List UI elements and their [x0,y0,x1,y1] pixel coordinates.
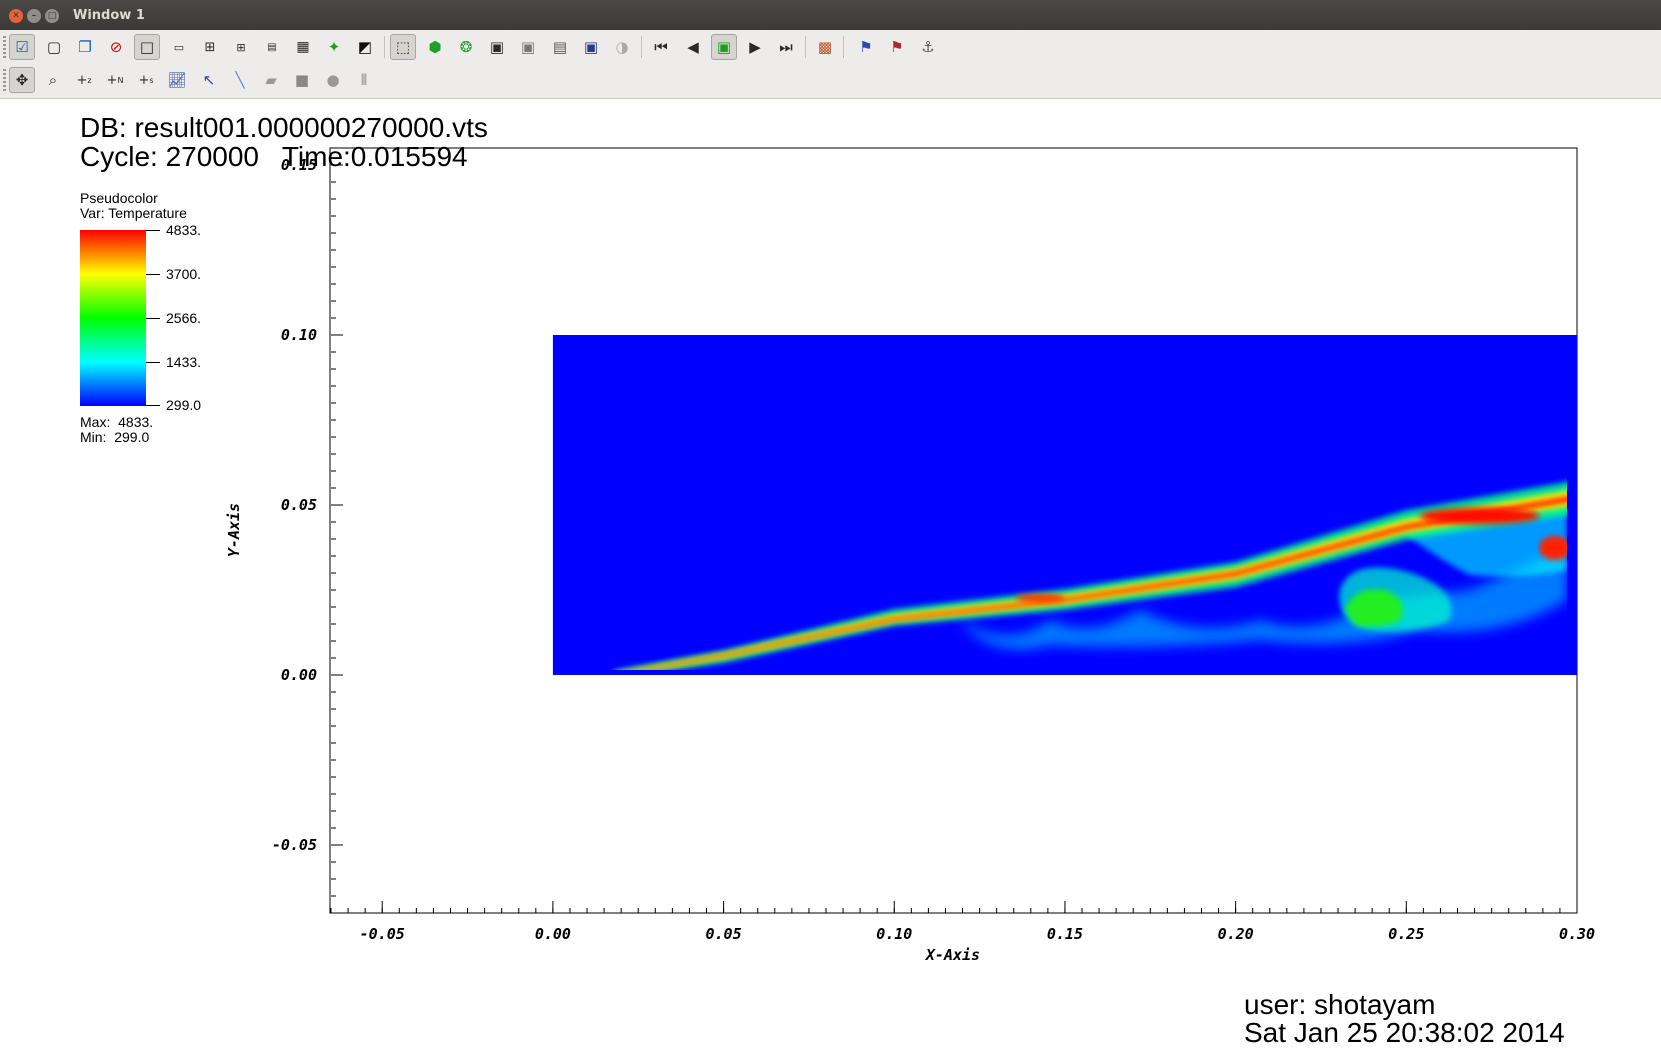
legend-tick [146,362,160,363]
lock-time-icon[interactable]: ⬢ [428,38,442,56]
x-tick-label: 0.00 [535,925,571,943]
legend-min: Min: 299.0 [80,429,150,445]
minimize-icon[interactable]: – [27,9,41,23]
main-toolbar: ☑ ▢ ❐ ⊘ □ ▭ ⊞ ⊞ ▤ ▦ ✦ ◩ ⬚ ⬢ ❂ ▣ ▣ ▤ ▣ ◑ … [0,30,1661,63]
zone-pick-icon[interactable]: + z [76,72,92,88]
maximize-icon[interactable]: □ [45,9,59,23]
perspective-cube-icon[interactable]: ⬚ [390,34,416,60]
y-tick-label: 0.15 [281,156,317,174]
line-tool-icon[interactable]: ╲ [235,71,245,89]
legend-plot-type: Pseudocolor [80,190,158,206]
title-bar: ✕ – □ Window 1 [0,0,1661,30]
timestamp: Sat Jan 25 20:38:02 2014 [1244,1017,1565,1048]
sphere-tool-icon[interactable]: ● [326,71,340,89]
lock-tools-icon[interactable]: ❂ [459,38,473,56]
legend-tick [146,274,160,275]
toolbar-separator [805,36,806,58]
upper-eddy-cyan [1400,480,1567,577]
legend-tick-label: 299.0 [166,397,202,413]
y-axis-ticks: -0.05 0.00 0.05 0.10 0.15 [272,147,343,914]
window-title: Window 1 [73,8,145,23]
toolbar-separator [843,36,844,58]
legend-tick-label: 4833. [166,222,202,238]
y-axis-label: Y-Axis [225,503,243,557]
x-axis-ticks: -0.05 0.00 0.05 0.10 0.15 0.20 0.25 0.30 [330,901,1595,943]
legend-max: Max: 4833. [80,414,154,430]
hot-spot [1539,536,1567,560]
layout-2x4-icon[interactable]: ▤ [267,41,277,53]
camera-icon[interactable]: ▣ [489,38,505,56]
new-window-icon[interactable]: ▢ [46,38,62,56]
x-tick-label: 0.15 [1047,925,1083,943]
lineout-icon[interactable]: 📈︎ [167,71,187,89]
layout-3x3-icon[interactable]: ▦ [296,39,310,55]
x-tick-label: 0.10 [876,925,912,943]
layout-1x2-icon[interactable]: ▭ [173,40,185,54]
camera-tripod-icon[interactable]: ▣ [583,38,599,56]
axis-restrict-icon[interactable]: ⫴ [360,71,368,89]
eddy-green [1345,589,1403,627]
color-legend: Pseudocolor Var: Temperature 4833. 3700.… [80,190,230,450]
box-tool-icon[interactable]: ▰ [265,71,277,89]
pick-arrow-icon[interactable]: ↖ [202,71,216,89]
node-pick-icon[interactable]: + N [106,72,124,88]
x-tick-label: 0.30 [1559,925,1595,943]
y-tick-label: 0.10 [281,326,317,344]
legend-tick [146,318,160,319]
legend-tick-label: 2566. [166,310,202,326]
spreadsheet-pick-icon[interactable]: + s [138,72,154,88]
y-tick-label: 0.05 [281,496,317,514]
legend-tick-label: 1433. [166,354,202,370]
legend-colorbar [80,230,146,406]
y-tick-label: 0.00 [281,666,317,684]
x-tick-label: 0.20 [1218,925,1254,943]
camera-stack-icon[interactable]: ▤ [552,38,568,56]
close-icon[interactable]: ✕ [9,9,23,23]
hot-layer [618,480,1567,670]
x-axis-label: X-Axis [924,946,980,964]
active-window-checkbox-icon[interactable]: ☑ [9,34,35,60]
y-tick-label: -0.05 [272,836,317,854]
legend-variable: Var: Temperature [80,205,187,221]
flame-outer [618,481,1567,670]
zoom-icon[interactable]: ⌕ [48,71,58,89]
navigate-icon[interactable]: ✥ [9,67,35,93]
tools-toolbar: ✥ ⌕ + z + N + s 📈︎ ↖ ╲ ▰ ■ ● ⫴ [0,63,1661,99]
play-icon[interactable]: ▶ [749,38,761,56]
legend-tick [146,230,160,231]
pick-lock-icon[interactable]: ⚓ [921,38,935,56]
user-name: user: shotayam [1244,989,1436,1020]
cycle-time: Cycle: 270000 Time:0.015594 [80,141,468,172]
delete-window-icon[interactable]: ⊘ [109,38,123,56]
skip-forward-icon[interactable]: ⏭ [779,38,793,56]
stop-icon[interactable]: ▣ [711,34,737,60]
clone-window-icon[interactable]: ❐ [78,38,92,56]
lock-view-icon[interactable]: ✦ [327,38,341,56]
hot-spot [1420,508,1540,524]
spin-icon[interactable]: ◑ [615,38,629,56]
toolbar-separator [384,36,385,58]
legend-tick [146,405,160,406]
pick-time-icon[interactable]: ⚑ [890,38,904,56]
hot-spot [1015,594,1065,602]
legend-tick-label: 3700. [166,266,202,282]
invert-background-icon[interactable]: ◩ [357,38,373,56]
toolbar-grip[interactable] [3,36,6,58]
layout-1x1-icon[interactable]: □ [134,34,160,60]
x-tick-label: -0.05 [360,925,405,943]
window-info-icon[interactable]: ▩ [817,38,833,56]
skip-back-icon[interactable]: ⏮ [654,38,668,56]
camera-grey-icon[interactable]: ▣ [520,38,536,56]
x-tick-label: 0.05 [706,925,742,943]
layout-3x2-icon[interactable]: ⊞ [236,40,246,54]
step-back-icon[interactable]: ◀ [687,38,699,56]
database-name: DB: result001.000000270000.vts [80,112,488,143]
pick-plot-icon[interactable]: ⚑ [859,38,873,56]
x-tick-label: 0.25 [1388,925,1424,943]
toolbar-separator [641,36,642,58]
plane-tool-icon[interactable]: ■ [294,71,310,89]
toolbar-grip[interactable] [3,69,6,91]
layout-2x2-icon[interactable]: ⊞ [204,39,216,55]
